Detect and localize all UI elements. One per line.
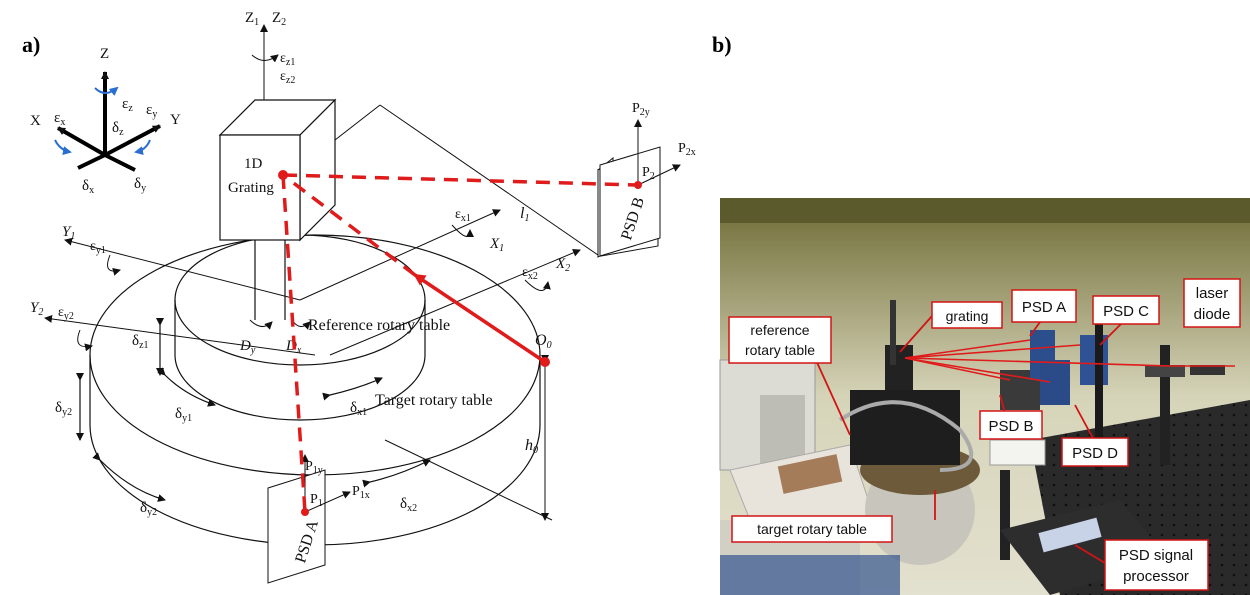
eps-x1-label: εx1: [455, 207, 471, 224]
x1-label: X1: [489, 236, 504, 254]
label-grating: grating: [946, 308, 989, 324]
p1-label: P1: [310, 492, 323, 509]
grating-block: [218, 98, 337, 320]
panel-b-letter: b): [712, 32, 732, 57]
callout-psd-processor: PSD signal processor: [1104, 539, 1209, 591]
frame-labels: Z X Y εz εx εy δz δx δy: [30, 46, 181, 196]
callout-leaders: [814, 315, 1124, 564]
p2y-label: P2y: [632, 101, 650, 118]
psd-a-shape: [267, 469, 326, 584]
z-axis-grating: [251, 24, 279, 100]
callout-grating: grating: [931, 301, 1003, 329]
z1-label: Z1: [245, 10, 259, 28]
dy-label: Dy: [239, 338, 256, 356]
eps-x-label: εx: [54, 110, 65, 128]
label-psd-d: PSD D: [1072, 445, 1118, 462]
label-psd-a: PSD A: [1022, 299, 1066, 316]
eps-z-label: εz: [122, 96, 133, 114]
label-proc-2: processor: [1123, 568, 1189, 585]
p2x-label: P2x: [678, 141, 696, 158]
delta-x2-label: δx2: [400, 496, 417, 514]
axis-y-label: Y: [170, 112, 181, 128]
delta-z-label: δz: [112, 120, 124, 138]
y2-label: Y2: [30, 300, 43, 318]
label-ref-1: reference: [750, 322, 809, 338]
laser-beams: [281, 173, 639, 513]
callout-psd-c: PSD C: [1092, 295, 1160, 325]
p1x-label: P1x: [352, 484, 370, 501]
y1-label: Y1: [62, 224, 75, 242]
x2-label: X2: [555, 256, 570, 274]
z2-label: Z2: [272, 10, 286, 28]
setup-photo: b): [712, 32, 1250, 595]
callout-reference-table: reference rotary table: [728, 316, 832, 364]
photo-laser-lines: [904, 339, 1235, 383]
panel-b-photo: b): [700, 0, 1250, 595]
label-laser-1: laser: [1196, 285, 1229, 302]
eps-y-label: εy: [146, 102, 157, 120]
callout-psd-d: PSD D: [1061, 437, 1129, 467]
panel-a-letter: a): [22, 32, 40, 57]
delta-y-label: δy: [134, 176, 146, 194]
target-table-label: Target rotary table: [375, 392, 493, 409]
coordinate-frame: [54, 71, 161, 172]
l1-dimension: [334, 104, 599, 256]
eps-z2-label: εz2: [280, 69, 295, 86]
delta-y1-label: δy1: [175, 406, 192, 424]
label-psd-c: PSD C: [1103, 303, 1149, 320]
axis-z-label: Z: [100, 46, 109, 62]
schematic-diagram: a) Z X Y εz εx εy δz δx δy: [22, 10, 696, 584]
eps-y1-label: εy1: [90, 239, 106, 256]
delta-y2-bottom-label: δy2: [140, 500, 157, 518]
delta-y2-label: δy2: [55, 400, 72, 418]
delta-x1-label: δx1: [350, 400, 367, 418]
callout-target-table: target rotary table: [731, 515, 893, 543]
beam-points: [278, 170, 642, 516]
d-arrows: [249, 319, 311, 330]
l1-label: l1: [520, 205, 529, 224]
label-target-table: target rotary table: [757, 521, 867, 537]
reference-table-label: Reference rotary table: [308, 317, 450, 334]
delta-arrows: [76, 318, 431, 502]
label-psd-b: PSD B: [988, 418, 1033, 435]
label-proc-1: PSD signal: [1119, 547, 1193, 564]
delta-x-label: δx: [82, 178, 94, 196]
label-ref-2: rotary table: [745, 342, 815, 358]
eps-y2-label: εy2: [58, 305, 74, 322]
callout-laser-diode: laser diode: [1183, 278, 1241, 328]
h0-dimension: [384, 355, 553, 521]
h0-label: h0: [525, 437, 538, 456]
delta-z1-label: δz1: [132, 333, 149, 351]
grating-label-1: 1D: [244, 156, 263, 172]
eps-x2-label: εx2: [522, 265, 538, 282]
p1y-label: P1y: [305, 459, 323, 476]
o0-label: O0: [535, 332, 552, 351]
psd-b-shape: [599, 146, 661, 257]
panel-a-schematic: a) Z X Y εz εx εy δz δx δy: [22, 10, 696, 584]
callout-psd-a: PSD A: [1011, 289, 1077, 323]
callout-psd-b: PSD B: [979, 410, 1043, 440]
psd-b-axes: [634, 119, 681, 186]
eps-z1-label: εz1: [280, 51, 295, 68]
axis-x-label: X: [30, 113, 41, 129]
p2-label: P2: [642, 165, 655, 182]
label-laser-2: diode: [1194, 306, 1231, 323]
grating-label-2: Grating: [228, 180, 274, 196]
